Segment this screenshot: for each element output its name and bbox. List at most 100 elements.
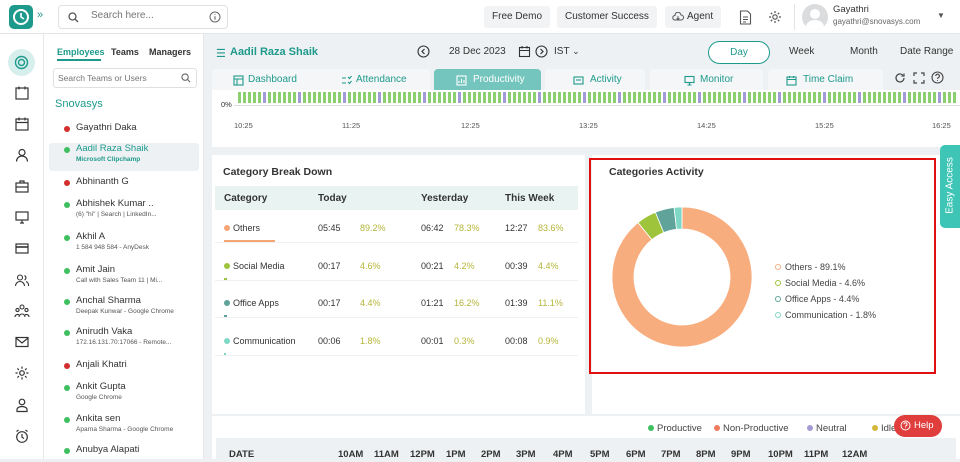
employee-item[interactable]: Amit Jain Call with Sales Team 11 | Mi...	[49, 264, 199, 292]
search-input[interactable]	[91, 10, 201, 21]
timeline-bar	[588, 92, 591, 103]
chevron-down-icon[interactable]: ▼	[937, 11, 945, 20]
briefcase-icon[interactable]	[14, 178, 30, 194]
monitor-icon[interactable]	[14, 209, 30, 225]
user-icon[interactable]	[14, 147, 30, 163]
employee-item[interactable]: Anirudh Vaka 172.16.131.70:17066 - Remote…	[49, 326, 199, 354]
avatar[interactable]	[802, 4, 828, 30]
status-dot	[64, 180, 70, 186]
range-month-button[interactable]: Month	[850, 46, 878, 57]
employee-item[interactable]: Ankit Gupta Google Chrome	[49, 381, 199, 409]
timeline-bar	[363, 92, 366, 103]
timeline-bar	[428, 92, 431, 103]
calendar-icon[interactable]	[14, 116, 30, 132]
timeline-bar	[403, 92, 406, 103]
employee-item[interactable]: Abhishek Kumar .. (6) "hi" | Search | Lin…	[49, 198, 199, 226]
help-circle-icon[interactable]	[931, 71, 944, 84]
tab-monitor[interactable]: Monitor	[650, 69, 763, 91]
agent-button[interactable]: Agent	[665, 6, 722, 28]
fullscreen-icon[interactable]	[913, 72, 925, 84]
employee-item[interactable]: Ankita sen Aparna Sharma - Google Chrome	[49, 413, 199, 441]
status-dot	[64, 299, 70, 305]
donut-slice-communication[interactable]	[673, 206, 683, 230]
employee-item[interactable]: Abhinanth G	[49, 176, 199, 194]
expand-menu-icon[interactable]: »	[37, 9, 44, 21]
timeline-bar	[768, 92, 771, 103]
team-user-search-input[interactable]	[58, 73, 168, 83]
legend-marker	[775, 296, 781, 302]
help-button[interactable]: Help	[894, 415, 942, 437]
tab-productivity[interactable]: Productivity	[434, 69, 541, 91]
timeline-bar	[463, 92, 466, 103]
easy-access-tab[interactable]: Easy Access	[940, 145, 960, 228]
tab-dashboard[interactable]: Dashboard	[212, 69, 330, 91]
category-dot	[224, 338, 230, 344]
date-label[interactable]: 28 Dec 2023	[449, 46, 506, 57]
timeline-bar	[608, 92, 611, 103]
alarm-clock-icon[interactable]	[14, 428, 30, 444]
menu-lines-icon[interactable]: ☰	[216, 48, 226, 60]
cell-week: 01:39	[505, 298, 528, 308]
timeline-zero-label: 0%	[221, 100, 232, 109]
timezone-select[interactable]: IST ⌄	[554, 46, 580, 57]
person-badge-icon[interactable]	[14, 397, 30, 413]
refresh-icon[interactable]	[894, 72, 906, 84]
settings-gear-icon[interactable]	[768, 10, 782, 24]
credit-card-icon[interactable]	[14, 240, 30, 256]
hour-header: 8PM	[696, 449, 716, 460]
tab-employees[interactable]: Employees	[57, 47, 105, 57]
next-date-icon[interactable]	[535, 45, 548, 58]
team-icon[interactable]	[14, 303, 30, 319]
employee-item[interactable]: Anjali Khatri	[49, 359, 199, 377]
team-user-search[interactable]	[53, 68, 197, 88]
timeline-bar	[923, 92, 926, 103]
donut-slice-others[interactable]	[611, 206, 753, 348]
timeline-bar	[708, 92, 711, 103]
cell-today-pct: 4.4%	[360, 298, 381, 308]
sidebar-item-dashboard[interactable]	[8, 49, 35, 76]
timeline-bar	[328, 92, 331, 103]
timeline-bar	[863, 92, 866, 103]
legend-dot	[714, 425, 720, 432]
timeline-bar	[658, 92, 661, 103]
app-logo[interactable]	[9, 5, 33, 29]
mail-icon[interactable]	[14, 334, 30, 350]
tab-activity[interactable]: Activity	[545, 69, 645, 91]
hour-header: 2PM	[481, 449, 501, 460]
employee-item[interactable]: Aadil Raza Shaik Microsoft Clipchamp	[49, 143, 199, 171]
legend-item[interactable]: Neutral	[807, 423, 847, 434]
tab-attendance[interactable]: Attendance	[320, 69, 430, 91]
tab-time-claim[interactable]: Time Claim	[768, 69, 883, 91]
document-icon[interactable]	[739, 10, 752, 25]
calendar-icon[interactable]	[518, 45, 531, 58]
global-search[interactable]	[58, 5, 228, 29]
legend-item[interactable]: Productive	[648, 423, 702, 434]
cell-yesterday-pct: 16.2%	[454, 298, 480, 308]
tab-teams[interactable]: Teams	[111, 47, 139, 57]
calendar-blank-icon[interactable]	[14, 85, 30, 101]
org-name[interactable]: Snovasys	[55, 98, 103, 110]
users-icon[interactable]	[14, 272, 30, 288]
employee-item[interactable]: Gayathri Daka	[49, 122, 199, 140]
tab-managers[interactable]: Managers	[149, 47, 192, 57]
free-demo-button[interactable]: Free Demo	[484, 6, 551, 28]
timeline-bar	[543, 92, 546, 103]
categories-activity-card: Categories Activity Others - 89.1% Social…	[592, 155, 960, 414]
status-dot	[64, 126, 70, 132]
hour-header: 6PM	[626, 449, 646, 460]
prev-date-icon[interactable]	[417, 45, 430, 58]
range-day-button[interactable]: Day	[708, 41, 770, 64]
help-icon	[900, 420, 911, 431]
cell-yesterday-pct: 78.3%	[454, 223, 480, 233]
range-week-button[interactable]: Week	[789, 46, 815, 57]
range-date-range-button[interactable]: Date Range	[900, 46, 954, 57]
category-name: Others	[233, 223, 261, 233]
employee-item[interactable]: Akhil A 1 584 948 584 - AnyDesk	[49, 231, 199, 259]
customer-success-button[interactable]: Customer Success	[557, 6, 657, 28]
cog-icon[interactable]	[14, 365, 30, 381]
legend-item[interactable]: Non-Productive	[714, 423, 788, 434]
legend-item[interactable]: Idle	[872, 423, 896, 434]
info-icon[interactable]	[209, 11, 221, 23]
employee-item[interactable]: Anubya Alapati	[49, 444, 199, 462]
employee-item[interactable]: Anchal Sharma Deepak Kunwar - Google Chro…	[49, 295, 199, 323]
